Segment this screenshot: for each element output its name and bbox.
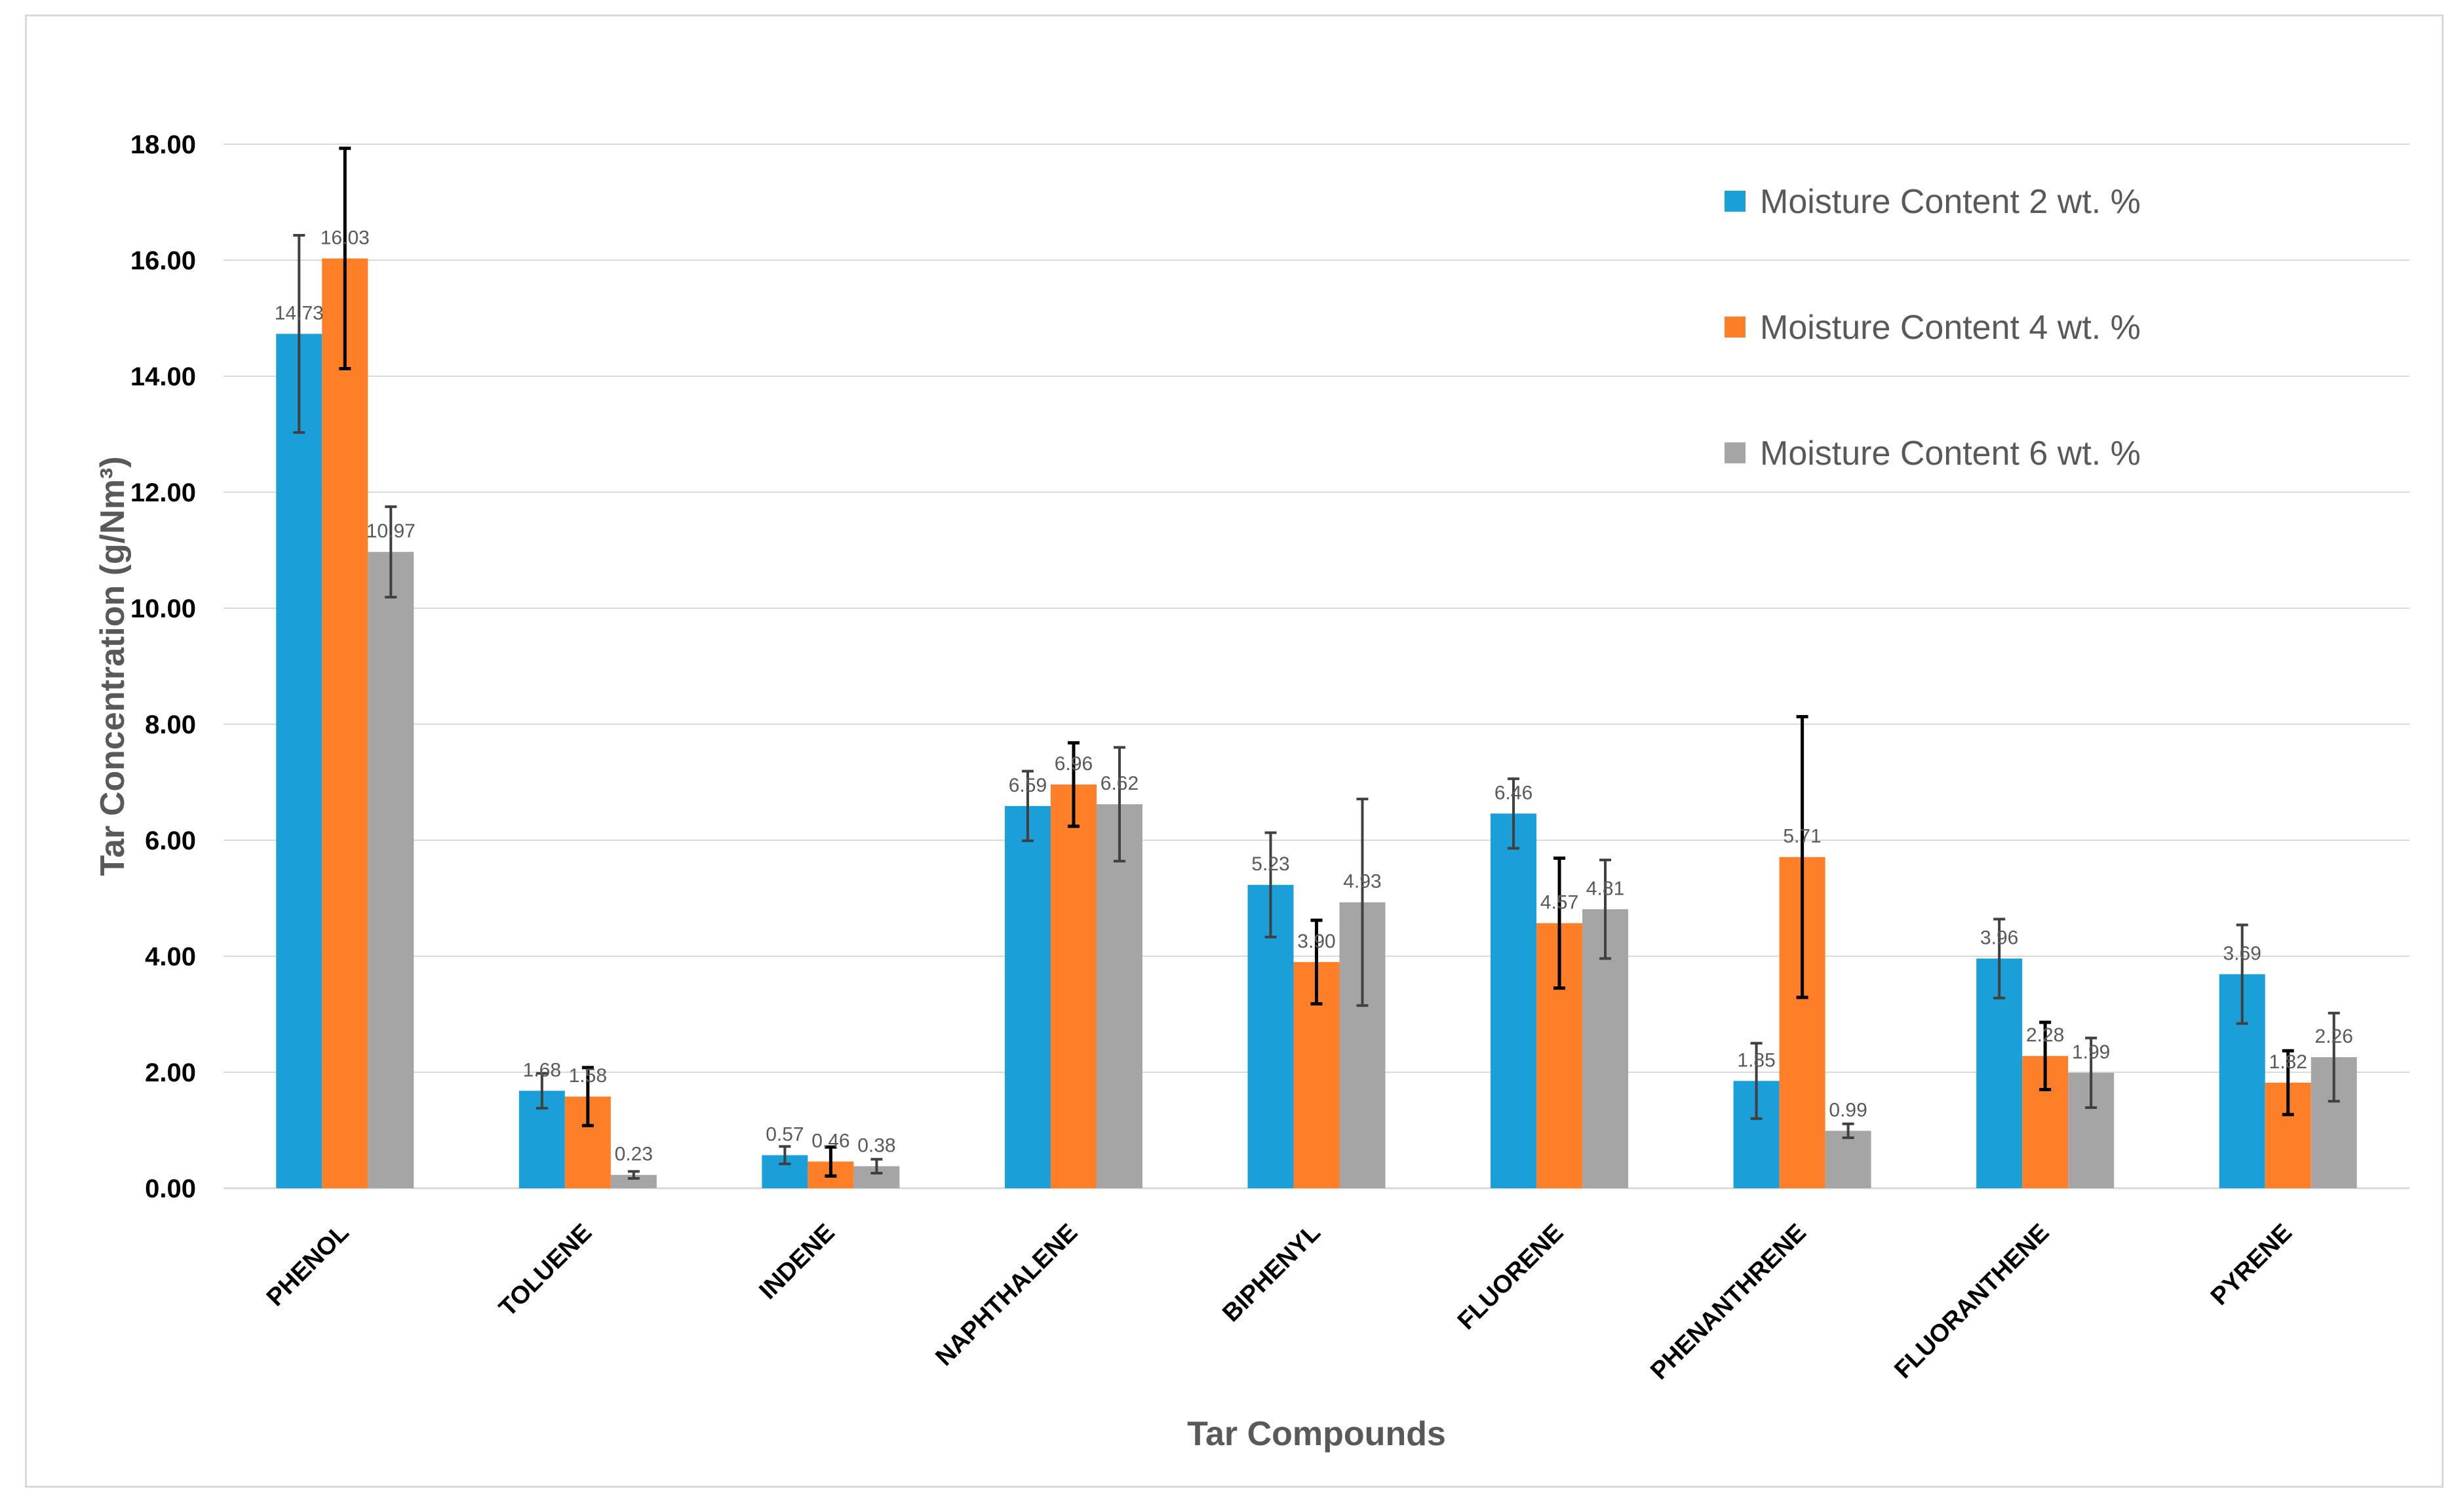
data-label: 14.73 <box>275 302 324 324</box>
bar <box>610 1174 657 1188</box>
data-label: 2.26 <box>2315 1026 2353 1047</box>
legend-label: Moisture Content 6 wt. % <box>1760 435 2141 473</box>
x-tick-label: TOLUENE <box>494 1219 598 1323</box>
data-label: 0.46 <box>811 1130 849 1152</box>
y-tick-label: 10.00 <box>130 594 196 623</box>
y-tick-label: 8.00 <box>145 710 196 739</box>
x-tick-label: INDENE <box>754 1219 840 1305</box>
bar <box>1050 785 1097 1188</box>
y-tick-label: 4.00 <box>145 942 196 971</box>
data-label: 6.59 <box>1009 775 1047 796</box>
bar-chart: 14.73 16.03 10.97 1.68 1.58 0.23 0.57 0.46 0.38 6… <box>94 130 2409 1453</box>
data-label: 5.23 <box>1251 853 1289 875</box>
y-axis-ticks: 0.00 2.00 4.00 6.00 8.00 10.00 12.00 14.00 16.00… <box>130 130 196 1203</box>
data-label: 1.99 <box>2072 1041 2110 1063</box>
bar <box>1825 1131 1871 1188</box>
data-label: 1.85 <box>1737 1049 1775 1071</box>
y-tick-label: 16.00 <box>130 246 196 275</box>
data-labels: 14.73 16.03 10.97 1.68 1.58 0.23 0.57 0.46 0.38 6… <box>275 227 2353 1165</box>
bar <box>1491 813 1537 1188</box>
y-tick-label: 6.00 <box>145 826 196 855</box>
legend-label: Moisture Content 4 wt. % <box>1760 309 2141 347</box>
error-bars <box>293 146 2340 1180</box>
x-tick-label: PHENOL <box>262 1219 355 1312</box>
x-axis-ticks: PHENOL TOLUENE INDENE NAPHTHALENE BIPHENYL FL… <box>262 1219 2297 1386</box>
data-label: 4.57 <box>1540 892 1578 914</box>
data-label: 3.96 <box>1980 927 2018 949</box>
data-label: 5.71 <box>1783 826 1821 847</box>
data-label: 0.99 <box>1829 1099 1867 1121</box>
y-axis-title: Tar Concentration (g/Nm³) <box>94 456 132 876</box>
data-label: 6.46 <box>1494 782 1532 804</box>
chart-frame: 14.73 16.03 10.97 1.68 1.58 0.23 0.57 0.46 0.38 6… <box>25 14 2444 1488</box>
data-label: 16.03 <box>321 227 370 248</box>
bar <box>1096 804 1142 1188</box>
data-label: 4.81 <box>1586 878 1624 899</box>
data-label: 4.93 <box>1343 871 1381 893</box>
y-tick-label: 18.00 <box>130 130 196 159</box>
data-label: 0.57 <box>766 1124 804 1146</box>
legend-label: Moisture Content 2 wt. % <box>1760 183 2141 221</box>
data-label: 6.62 <box>1101 773 1139 794</box>
y-tick-label: 14.00 <box>130 362 196 391</box>
x-tick-label: PYRENE <box>2206 1219 2297 1311</box>
bar <box>322 258 368 1189</box>
data-label: 0.38 <box>857 1134 895 1156</box>
data-label: 10.97 <box>366 520 416 542</box>
x-tick-label: BIPHENYL <box>1217 1219 1326 1328</box>
bar <box>368 552 414 1188</box>
x-axis-title: Tar Compounds <box>1187 1415 1446 1453</box>
bar <box>1004 805 1051 1188</box>
data-label: 0.23 <box>615 1144 653 1165</box>
bars <box>276 258 2357 1189</box>
x-tick-label: PHENANTHRENE <box>1645 1219 1812 1386</box>
data-label: 2.28 <box>2026 1024 2064 1046</box>
data-label: 1.68 <box>523 1059 561 1081</box>
legend-swatch <box>1725 317 1746 338</box>
legend: Moisture Content 2 wt. % Moisture Content… <box>1725 183 2141 473</box>
data-label: 1.82 <box>2269 1051 2307 1073</box>
data-label: 3.69 <box>2223 942 2261 964</box>
legend-swatch <box>1725 191 1746 212</box>
bar <box>276 334 322 1188</box>
data-label: 1.58 <box>569 1065 607 1087</box>
data-label: 6.96 <box>1055 753 1093 775</box>
y-tick-label: 12.00 <box>130 478 196 507</box>
x-tick-label: FLUORENE <box>1453 1219 1569 1335</box>
y-tick-label: 0.00 <box>145 1174 196 1203</box>
x-tick-label: NAPHTHALENE <box>931 1219 1083 1372</box>
legend-swatch <box>1725 442 1746 463</box>
y-tick-label: 2.00 <box>145 1058 196 1087</box>
data-label: 3.90 <box>1297 931 1335 952</box>
x-tick-label: FLUORANTHENE <box>1889 1219 2054 1384</box>
